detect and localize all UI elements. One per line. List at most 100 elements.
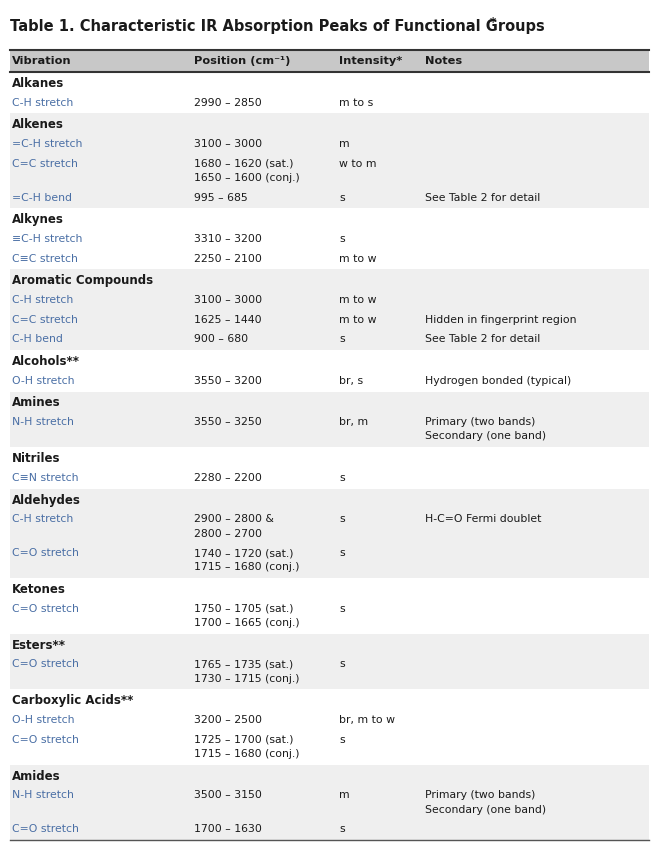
Text: m to w: m to w <box>339 295 377 305</box>
Text: br, m: br, m <box>339 417 368 427</box>
Text: Alcohols**: Alcohols** <box>12 355 80 368</box>
Text: C-H stretch: C-H stretch <box>12 514 73 524</box>
Text: 2280 – 2200: 2280 – 2200 <box>194 473 262 483</box>
Text: Amides: Amides <box>12 770 61 782</box>
Text: Alkynes: Alkynes <box>12 213 64 227</box>
Text: 1740 – 1720 (sat.): 1740 – 1720 (sat.) <box>194 548 294 559</box>
Text: 3100 – 3000: 3100 – 3000 <box>194 139 262 149</box>
Text: Vibration: Vibration <box>12 56 71 66</box>
Bar <box>10 690 649 711</box>
Bar <box>10 414 649 447</box>
Text: 3100 – 3000: 3100 – 3000 <box>194 295 262 305</box>
Text: s: s <box>339 660 345 669</box>
Text: Table 1. Characteristic IR Absorption Peaks of Functional Groups: Table 1. Characteristic IR Absorption Pe… <box>10 19 545 33</box>
Text: s: s <box>339 514 345 524</box>
Text: Hydrogen bonded (typical): Hydrogen bonded (typical) <box>425 376 571 386</box>
Text: C-H stretch: C-H stretch <box>12 295 73 305</box>
Text: Alkanes: Alkanes <box>12 77 64 90</box>
Bar <box>10 820 649 840</box>
Text: 900 – 680: 900 – 680 <box>194 335 248 344</box>
Bar <box>10 350 649 372</box>
Bar <box>10 511 649 544</box>
Text: 2990 – 2850: 2990 – 2850 <box>194 98 262 107</box>
Bar <box>10 291 649 311</box>
Text: 1750 – 1705 (sat.): 1750 – 1705 (sat.) <box>194 604 294 613</box>
Bar <box>10 731 649 764</box>
Text: br, m to w: br, m to w <box>339 715 395 725</box>
Text: C=C stretch: C=C stretch <box>12 159 78 169</box>
Text: Intensity*: Intensity* <box>339 56 403 66</box>
Text: C=O stretch: C=O stretch <box>12 548 78 559</box>
Bar <box>10 250 649 269</box>
Text: s: s <box>339 192 345 202</box>
Text: m to s: m to s <box>339 98 374 107</box>
Text: C=C stretch: C=C stretch <box>12 315 78 324</box>
Bar <box>10 600 649 634</box>
Bar <box>10 311 649 330</box>
Text: C=O stretch: C=O stretch <box>12 660 78 669</box>
Text: 1700 – 1665 (conj.): 1700 – 1665 (conj.) <box>194 618 300 628</box>
Bar <box>10 544 649 578</box>
Bar <box>10 489 649 511</box>
Text: 2250 – 2100: 2250 – 2100 <box>194 254 262 263</box>
Bar <box>10 391 649 414</box>
Text: 2900 – 2800 &: 2900 – 2800 & <box>194 514 274 524</box>
Text: 1730 – 1715 (conj.): 1730 – 1715 (conj.) <box>194 674 300 684</box>
Text: 1625 – 1440: 1625 – 1440 <box>194 315 262 324</box>
Text: Position (cm⁻¹): Position (cm⁻¹) <box>194 56 291 66</box>
Text: Carboxylic Acids**: Carboxylic Acids** <box>12 694 133 707</box>
Text: s: s <box>339 825 345 834</box>
Text: s: s <box>339 473 345 483</box>
Text: Amines: Amines <box>12 396 61 409</box>
Text: Aldehydes: Aldehydes <box>12 493 81 506</box>
Text: =C-H bend: =C-H bend <box>12 192 72 202</box>
Text: s: s <box>339 604 345 613</box>
Bar <box>10 578 649 600</box>
Text: C≡N stretch: C≡N stretch <box>12 473 78 483</box>
Text: s: s <box>339 734 345 745</box>
Text: br, s: br, s <box>339 376 364 386</box>
Bar <box>10 50 649 72</box>
Text: 1680 – 1620 (sat.): 1680 – 1620 (sat.) <box>194 159 294 169</box>
Text: C=O stretch: C=O stretch <box>12 825 78 834</box>
Text: Ketones: Ketones <box>12 583 66 596</box>
Text: 1715 – 1680 (conj.): 1715 – 1680 (conj.) <box>194 562 300 572</box>
Bar <box>10 711 649 731</box>
Bar <box>10 764 649 787</box>
Text: 3310 – 3200: 3310 – 3200 <box>194 234 262 244</box>
Text: Hidden in fingerprint region: Hidden in fingerprint region <box>425 315 577 324</box>
Text: m: m <box>339 790 350 801</box>
Text: C≡C stretch: C≡C stretch <box>12 254 78 263</box>
Bar <box>10 634 649 656</box>
Text: O-H stretch: O-H stretch <box>12 715 74 725</box>
Text: 1725 – 1700 (sat.): 1725 – 1700 (sat.) <box>194 734 294 745</box>
Text: Nitriles: Nitriles <box>12 452 61 465</box>
Text: s: s <box>339 548 345 559</box>
Text: 1650 – 1600 (conj.): 1650 – 1600 (conj.) <box>194 173 300 183</box>
Text: 2800 – 2700: 2800 – 2700 <box>194 529 262 539</box>
Text: Esters**: Esters** <box>12 638 66 652</box>
Bar <box>10 330 649 350</box>
Text: 3500 – 3150: 3500 – 3150 <box>194 790 262 801</box>
Text: Primary (two bands): Primary (two bands) <box>425 790 535 801</box>
Text: N-H stretch: N-H stretch <box>12 790 74 801</box>
Text: 1715 – 1680 (conj.): 1715 – 1680 (conj.) <box>194 749 300 759</box>
Text: N-H stretch: N-H stretch <box>12 417 74 427</box>
Bar <box>10 136 649 155</box>
Bar <box>10 113 649 136</box>
Bar <box>10 230 649 250</box>
Text: ≡C-H stretch: ≡C-H stretch <box>12 234 82 244</box>
Text: 1700 – 1630: 1700 – 1630 <box>194 825 262 834</box>
Bar <box>10 208 649 230</box>
Text: w to m: w to m <box>339 159 377 169</box>
Text: Notes: Notes <box>425 56 462 66</box>
Text: See Table 2 for detail: See Table 2 for detail <box>425 335 540 344</box>
Text: C=O stretch: C=O stretch <box>12 604 78 613</box>
Bar <box>10 447 649 469</box>
Bar <box>10 155 649 189</box>
Text: 3550 – 3250: 3550 – 3250 <box>194 417 262 427</box>
Text: 3550 – 3200: 3550 – 3200 <box>194 376 262 386</box>
Bar <box>10 189 649 208</box>
Bar <box>10 269 649 291</box>
Text: 1765 – 1735 (sat.): 1765 – 1735 (sat.) <box>194 660 294 669</box>
